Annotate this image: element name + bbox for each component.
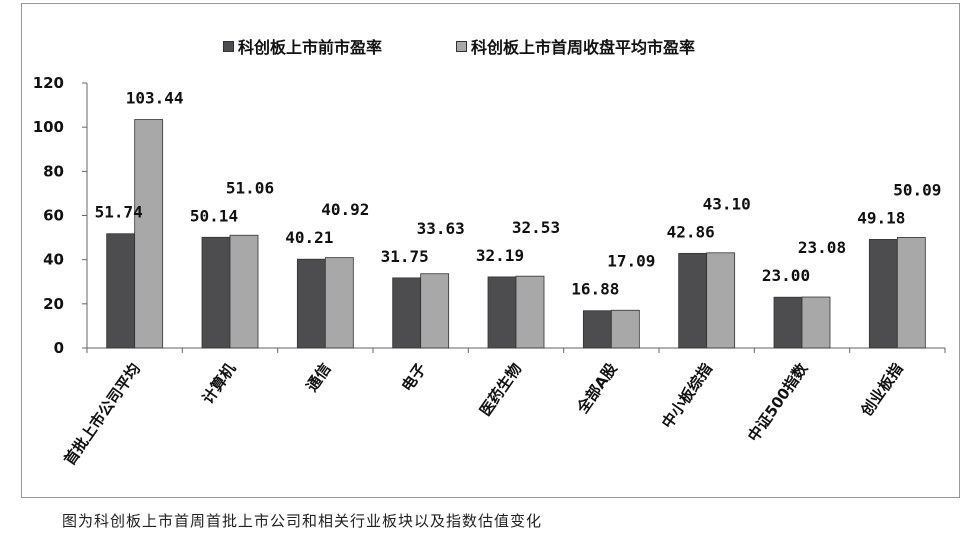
legend-label-series-1: 科创板上市前市盈率 <box>238 38 383 57</box>
legend-label-series-2: 科创板上市首周收盘平均市盈率 <box>471 38 696 57</box>
legend-item-series-2: 科创板上市首周收盘平均市盈率 <box>456 36 696 57</box>
bar-s2-5 <box>610 309 640 349</box>
category-label-2: 通信 <box>303 360 335 395</box>
data-label-s1-5: 16.88 <box>571 280 619 299</box>
data-label-s1-3: 31.75 <box>381 247 429 266</box>
data-label-s2-8: 50.09 <box>893 180 941 199</box>
figure-caption: 图为科创板上市首周首批上市公司和相关行业板块以及指数估值变化 <box>62 512 543 530</box>
data-label-s2-4: 32.53 <box>512 218 560 237</box>
y-tick-label-4: 80 <box>43 162 64 180</box>
data-label-s1-8: 49.18 <box>857 208 905 227</box>
bar-s2-2 <box>324 257 354 349</box>
data-label-s2-6: 43.10 <box>703 194 751 213</box>
bar-s1-2 <box>296 258 326 349</box>
figure-frame <box>21 3 960 498</box>
data-label-s2-3: 33.63 <box>417 219 465 238</box>
bar-s1-7 <box>773 296 803 349</box>
data-label-s2-5: 17.09 <box>607 252 655 271</box>
y-tick-label-6: 120 <box>33 74 64 92</box>
bar-s1-6 <box>678 252 708 349</box>
data-label-s2-0: 103.44 <box>126 89 184 108</box>
category-label-0: 首批上市公司平均 <box>60 360 144 469</box>
category-label-5: 全部A股 <box>573 359 621 417</box>
bar-s2-3 <box>420 273 450 349</box>
category-label-6: 中小板综指 <box>658 360 716 432</box>
y-tick-label-1: 20 <box>43 295 64 313</box>
bar-s2-4 <box>515 275 545 349</box>
legend-item-series-1: 科创板上市前市盈率 <box>223 36 383 57</box>
data-label-s1-6: 42.86 <box>667 222 715 241</box>
bar-s2-6 <box>706 252 736 349</box>
bar-chart: 0 20 40 60 80 100 120 51.74 103.44 首批上市公司平均 50.14 5… <box>33 74 946 469</box>
data-label-s1-0: 51.74 <box>95 203 143 222</box>
y-tick-label-5: 100 <box>33 118 64 136</box>
data-label-s2-7: 23.08 <box>798 238 846 257</box>
legend-swatch-series-1 <box>223 40 234 52</box>
bar-s2-0 <box>134 119 164 349</box>
category-label-4: 医药生物 <box>476 360 525 419</box>
data-label-s1-1: 50.14 <box>190 206 238 225</box>
data-label-s1-7: 23.00 <box>762 266 810 285</box>
category-label-3: 电子 <box>398 360 430 395</box>
bar-s2-7 <box>801 296 831 349</box>
y-tick-label-2: 40 <box>43 251 64 269</box>
legend-swatch-series-2 <box>456 40 467 52</box>
bar-s1-1 <box>201 236 231 349</box>
y-tick-label-3: 60 <box>43 207 64 225</box>
category-label-8: 创业板指 <box>857 360 907 420</box>
bar-s1-3 <box>392 277 422 349</box>
category-label-1: 计算机 <box>199 360 240 407</box>
category-label-7: 中证500指数 <box>744 359 812 445</box>
bar-s1-5 <box>582 310 612 349</box>
bar-s1-8 <box>868 238 898 349</box>
data-label-s1-2: 40.21 <box>285 228 333 247</box>
bar-s1-0 <box>106 233 136 349</box>
bar-s2-8 <box>896 236 926 349</box>
data-label-s2-1: 51.06 <box>226 178 274 197</box>
data-label-s2-2: 40.92 <box>321 200 369 219</box>
bar-s1-4 <box>487 276 517 349</box>
bar-s2-1 <box>229 234 259 349</box>
y-tick-label-0: 0 <box>54 339 64 357</box>
data-label-s1-4: 32.19 <box>476 246 524 265</box>
